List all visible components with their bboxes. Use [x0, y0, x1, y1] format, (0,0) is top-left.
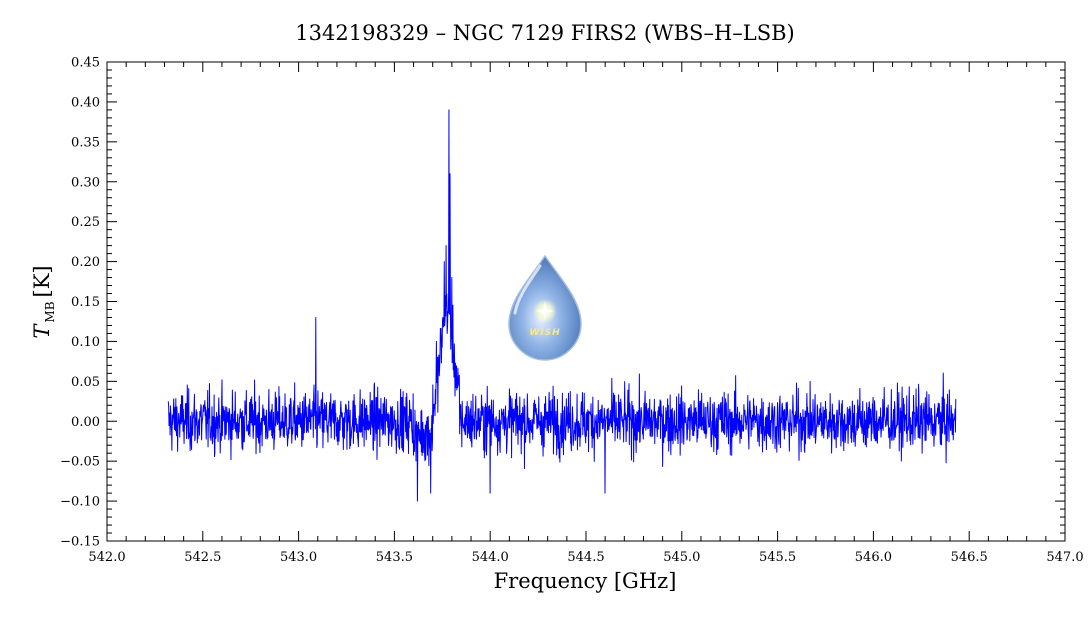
x-tick-label: 542.5: [184, 550, 221, 565]
y-tick-label: 0.30: [71, 175, 100, 190]
x-tick-label: 545.0: [663, 550, 700, 565]
x-tick-label: 545.5: [759, 550, 796, 565]
wish-logo: WISH: [508, 254, 582, 361]
x-tick-label: 543.5: [376, 550, 413, 565]
x-axis-label: Frequency [GHz]: [494, 569, 677, 593]
y-axis-label-subscript: MB: [43, 301, 57, 322]
x-axis: 542.0 542.5 543.0 543.5 544.0 544.5 545.0 545.5…: [88, 62, 1084, 565]
y-axis-label-unit: [K]: [30, 265, 54, 297]
svg-text:TMB[K]: TMB [K]: [30, 265, 57, 338]
y-axis-label: TMB [K]: [30, 265, 57, 338]
y-tick-label: 0.35: [71, 135, 100, 150]
y-tick-label: 0.00: [71, 415, 100, 430]
plot-frame: [106, 61, 1066, 542]
y-tick-label: 0.10: [71, 335, 100, 350]
x-tick-label: 547.0: [1046, 550, 1083, 565]
y-axis: −0.15 −0.10 −0.05 0.00 0.05 0.10 0.15 0.20 0.25 0…: [60, 56, 1065, 550]
y-tick-label: 0.25: [71, 215, 100, 230]
x-tick-label: 546.0: [855, 550, 892, 565]
x-tick-label: 544.0: [472, 550, 509, 565]
y-tick-label: 0.15: [71, 295, 100, 310]
x-tick-label: 546.5: [951, 550, 988, 565]
chart-title: 1342198329 – NGC 7129 FIRS2 (WBS–H–LSB): [295, 21, 794, 45]
y-tick-label: 0.45: [71, 56, 100, 71]
logo-text: WISH: [529, 328, 560, 338]
y-tick-label: −0.05: [60, 455, 100, 470]
y-tick-label: 0.20: [71, 255, 100, 270]
y-tick-label: −0.15: [60, 535, 100, 550]
y-tick-label: −0.10: [60, 495, 100, 510]
y-axis-label-symbol: T: [30, 323, 54, 339]
y-tick-label: 0.40: [71, 95, 100, 110]
x-tick-label: 544.5: [567, 550, 604, 565]
spectrum-line: [167, 109, 957, 502]
y-tick-label: 0.05: [71, 375, 100, 390]
x-tick-label: 542.0: [88, 550, 125, 565]
x-tick-label: 543.0: [280, 550, 317, 565]
